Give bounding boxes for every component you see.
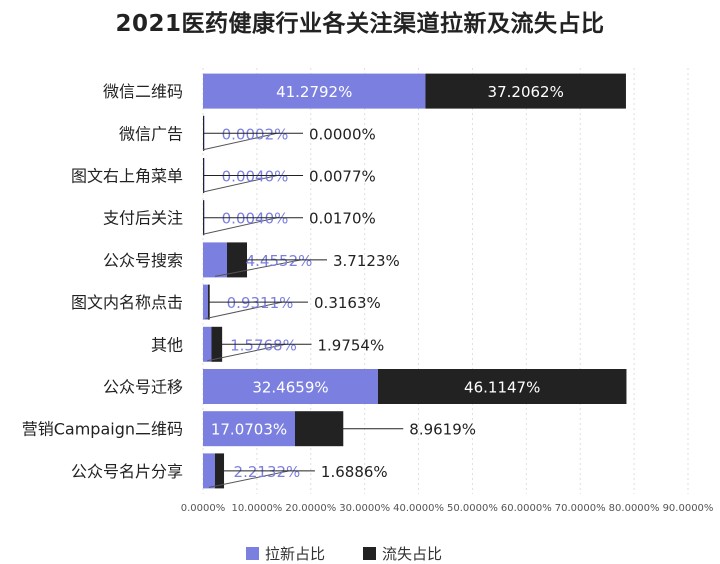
category-label: 营销Campaign二维码 xyxy=(22,420,183,439)
data-label-new: 2.2132% xyxy=(234,463,301,481)
x-tick-label: 80.0000% xyxy=(609,503,660,514)
x-tick-label: 10.0000% xyxy=(231,503,282,514)
leader-line-new xyxy=(202,217,278,235)
data-label-lost: 1.9754% xyxy=(317,336,384,354)
data-label-new: 0.0040% xyxy=(222,168,289,186)
category-label: 图文内名称点击 xyxy=(71,293,183,312)
data-label-new: 0.9311% xyxy=(227,294,294,312)
data-label-lost: 46.1147% xyxy=(464,379,540,397)
data-label-lost: 0.0077% xyxy=(309,168,376,186)
bar-new xyxy=(203,453,215,489)
category-label: 公众号搜索 xyxy=(103,251,183,270)
category-label: 微信二维码 xyxy=(103,82,183,101)
bar-lost xyxy=(425,73,626,109)
leader-line-new xyxy=(202,132,278,151)
bar-new xyxy=(203,242,228,278)
legend-item-new: 拉新占比 xyxy=(246,543,325,564)
data-label-new: 0.0040% xyxy=(222,210,289,228)
data-label-lost: 0.0000% xyxy=(309,125,376,143)
data-label-new: 1.5768% xyxy=(230,336,297,354)
category-label: 其他 xyxy=(151,335,183,354)
x-tick-label: 20.0000% xyxy=(285,503,336,514)
legend-swatch-lost xyxy=(363,547,377,560)
data-label-new: 0.0002% xyxy=(222,125,289,143)
data-label-lost: 3.7123% xyxy=(333,252,400,270)
x-tick-label: 50.0000% xyxy=(447,503,498,514)
category-label: 公众号迁移 xyxy=(103,378,183,397)
bar-new xyxy=(203,73,426,109)
data-label-lost: 37.2062% xyxy=(488,83,564,101)
data-label-new: 32.4659% xyxy=(252,379,328,397)
bar-new xyxy=(203,411,295,447)
x-tick-label: 70.0000% xyxy=(555,503,606,514)
legend-item-lost: 流失占比 xyxy=(363,543,442,564)
category-label: 图文右上角菜单 xyxy=(71,167,183,186)
legend-label-new: 拉新占比 xyxy=(265,545,326,563)
x-tick-label: 0.0000% xyxy=(181,503,226,514)
legend: 拉新占比 流失占比 xyxy=(246,543,480,564)
bar-new xyxy=(203,369,378,404)
category-label: 支付后关注 xyxy=(103,209,183,228)
leader-line-new xyxy=(205,301,283,320)
data-label-lost: 0.0170% xyxy=(309,210,376,228)
category-label: 公众号名片分享 xyxy=(71,462,183,481)
bar-new xyxy=(203,326,212,362)
category-label: 微信广告 xyxy=(119,124,183,143)
chart-title: 2021医药健康行业各关注渠道拉新及流失占比 xyxy=(115,11,605,37)
legend-swatch-new xyxy=(246,547,259,560)
data-label-lost: 8.9619% xyxy=(409,421,476,439)
leader-line-new xyxy=(214,259,302,277)
data-label-new: 4.4552% xyxy=(246,252,313,270)
leader-line-new xyxy=(202,175,278,193)
data-label-lost: 0.3163% xyxy=(314,294,381,312)
x-tick-label: 30.0000% xyxy=(339,503,390,514)
data-label-lost: 1.6886% xyxy=(321,463,388,481)
legend-label-lost: 流失占比 xyxy=(382,545,443,563)
data-label-new: 17.0703% xyxy=(211,421,287,439)
leader-line-new xyxy=(208,470,290,488)
leader-line-new xyxy=(207,343,286,362)
bar-lost xyxy=(211,326,223,362)
x-tick-label: 40.0000% xyxy=(393,503,444,514)
x-tick-label: 90.0000% xyxy=(663,503,714,514)
bar-lost xyxy=(377,369,627,404)
bar-new xyxy=(203,284,209,320)
data-label-new: 41.2792% xyxy=(276,83,352,101)
x-tick-label: 60.0000% xyxy=(501,503,552,514)
